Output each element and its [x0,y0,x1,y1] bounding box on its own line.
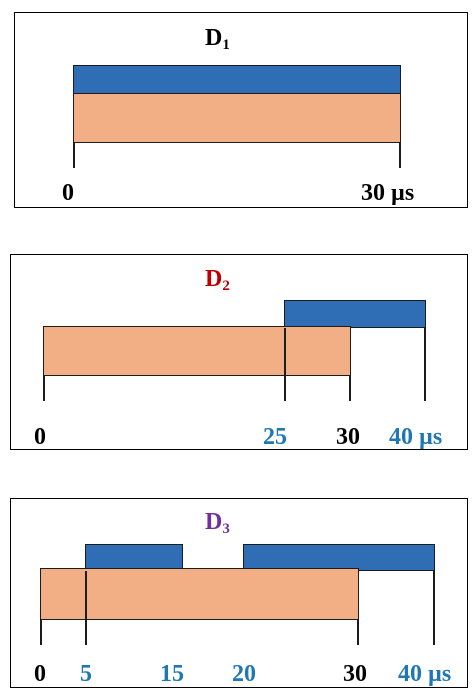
panel-d2-title: D2 [205,266,230,294]
panel-d1-title: D1 [205,25,230,53]
panel-d1-orange-bar [73,93,401,143]
panel-d2-marker-line [349,376,351,401]
panel-d3-tick-label: 0 [34,661,46,687]
panel-d1-tick-label: 30 µs [361,180,415,206]
panel-d1-title-sub: 1 [222,37,230,53]
panel-d3-marker-line [433,571,435,645]
panel-d1-marker-line [73,143,75,168]
panel-d2-tick-label: 40 µs [389,424,443,450]
panel-d2-orange-bar [43,326,351,376]
panel-d3-marker-line [357,620,359,645]
panel-d2-blue-bar [284,300,426,328]
panel-d3-title-sub: 3 [222,521,230,537]
panel-d2-marker-line [424,328,426,401]
panel-d2-tick-label: 25 [263,424,287,450]
panel-d3-orange-bar [40,568,359,620]
panel-d1-title-main: D [205,25,223,51]
panel-d2-marker-line [284,328,286,401]
panel-d2-tick-label: 30 [336,424,360,450]
panel-d3-tick-label: 30 [343,661,367,687]
panel-d3-tick-label: 20 [232,661,256,687]
panel-d3-tick-label: 5 [80,661,92,687]
panel-d3-blue-bar [243,544,435,571]
panel-d2-title-sub: 2 [222,278,230,294]
panel-d3-marker-line [85,571,87,645]
panel-d3-title: D3 [205,509,230,537]
panel-d3-tick-label: 40 µs [398,661,452,687]
panel-d3-marker-line [40,620,42,645]
panel-d3-blue-bar [85,544,183,571]
panel-d2-tick-label: 0 [34,424,46,450]
panel-d3-tick-label: 15 [160,661,184,687]
panel-d1-marker-line [399,143,401,168]
panel-d1-tick-label: 0 [62,180,74,206]
panel-d1-blue-bar [73,65,401,95]
panel-d2-title-main: D [205,266,223,292]
panel-d3-title-main: D [205,509,223,535]
panel-d2-marker-line [43,376,45,401]
